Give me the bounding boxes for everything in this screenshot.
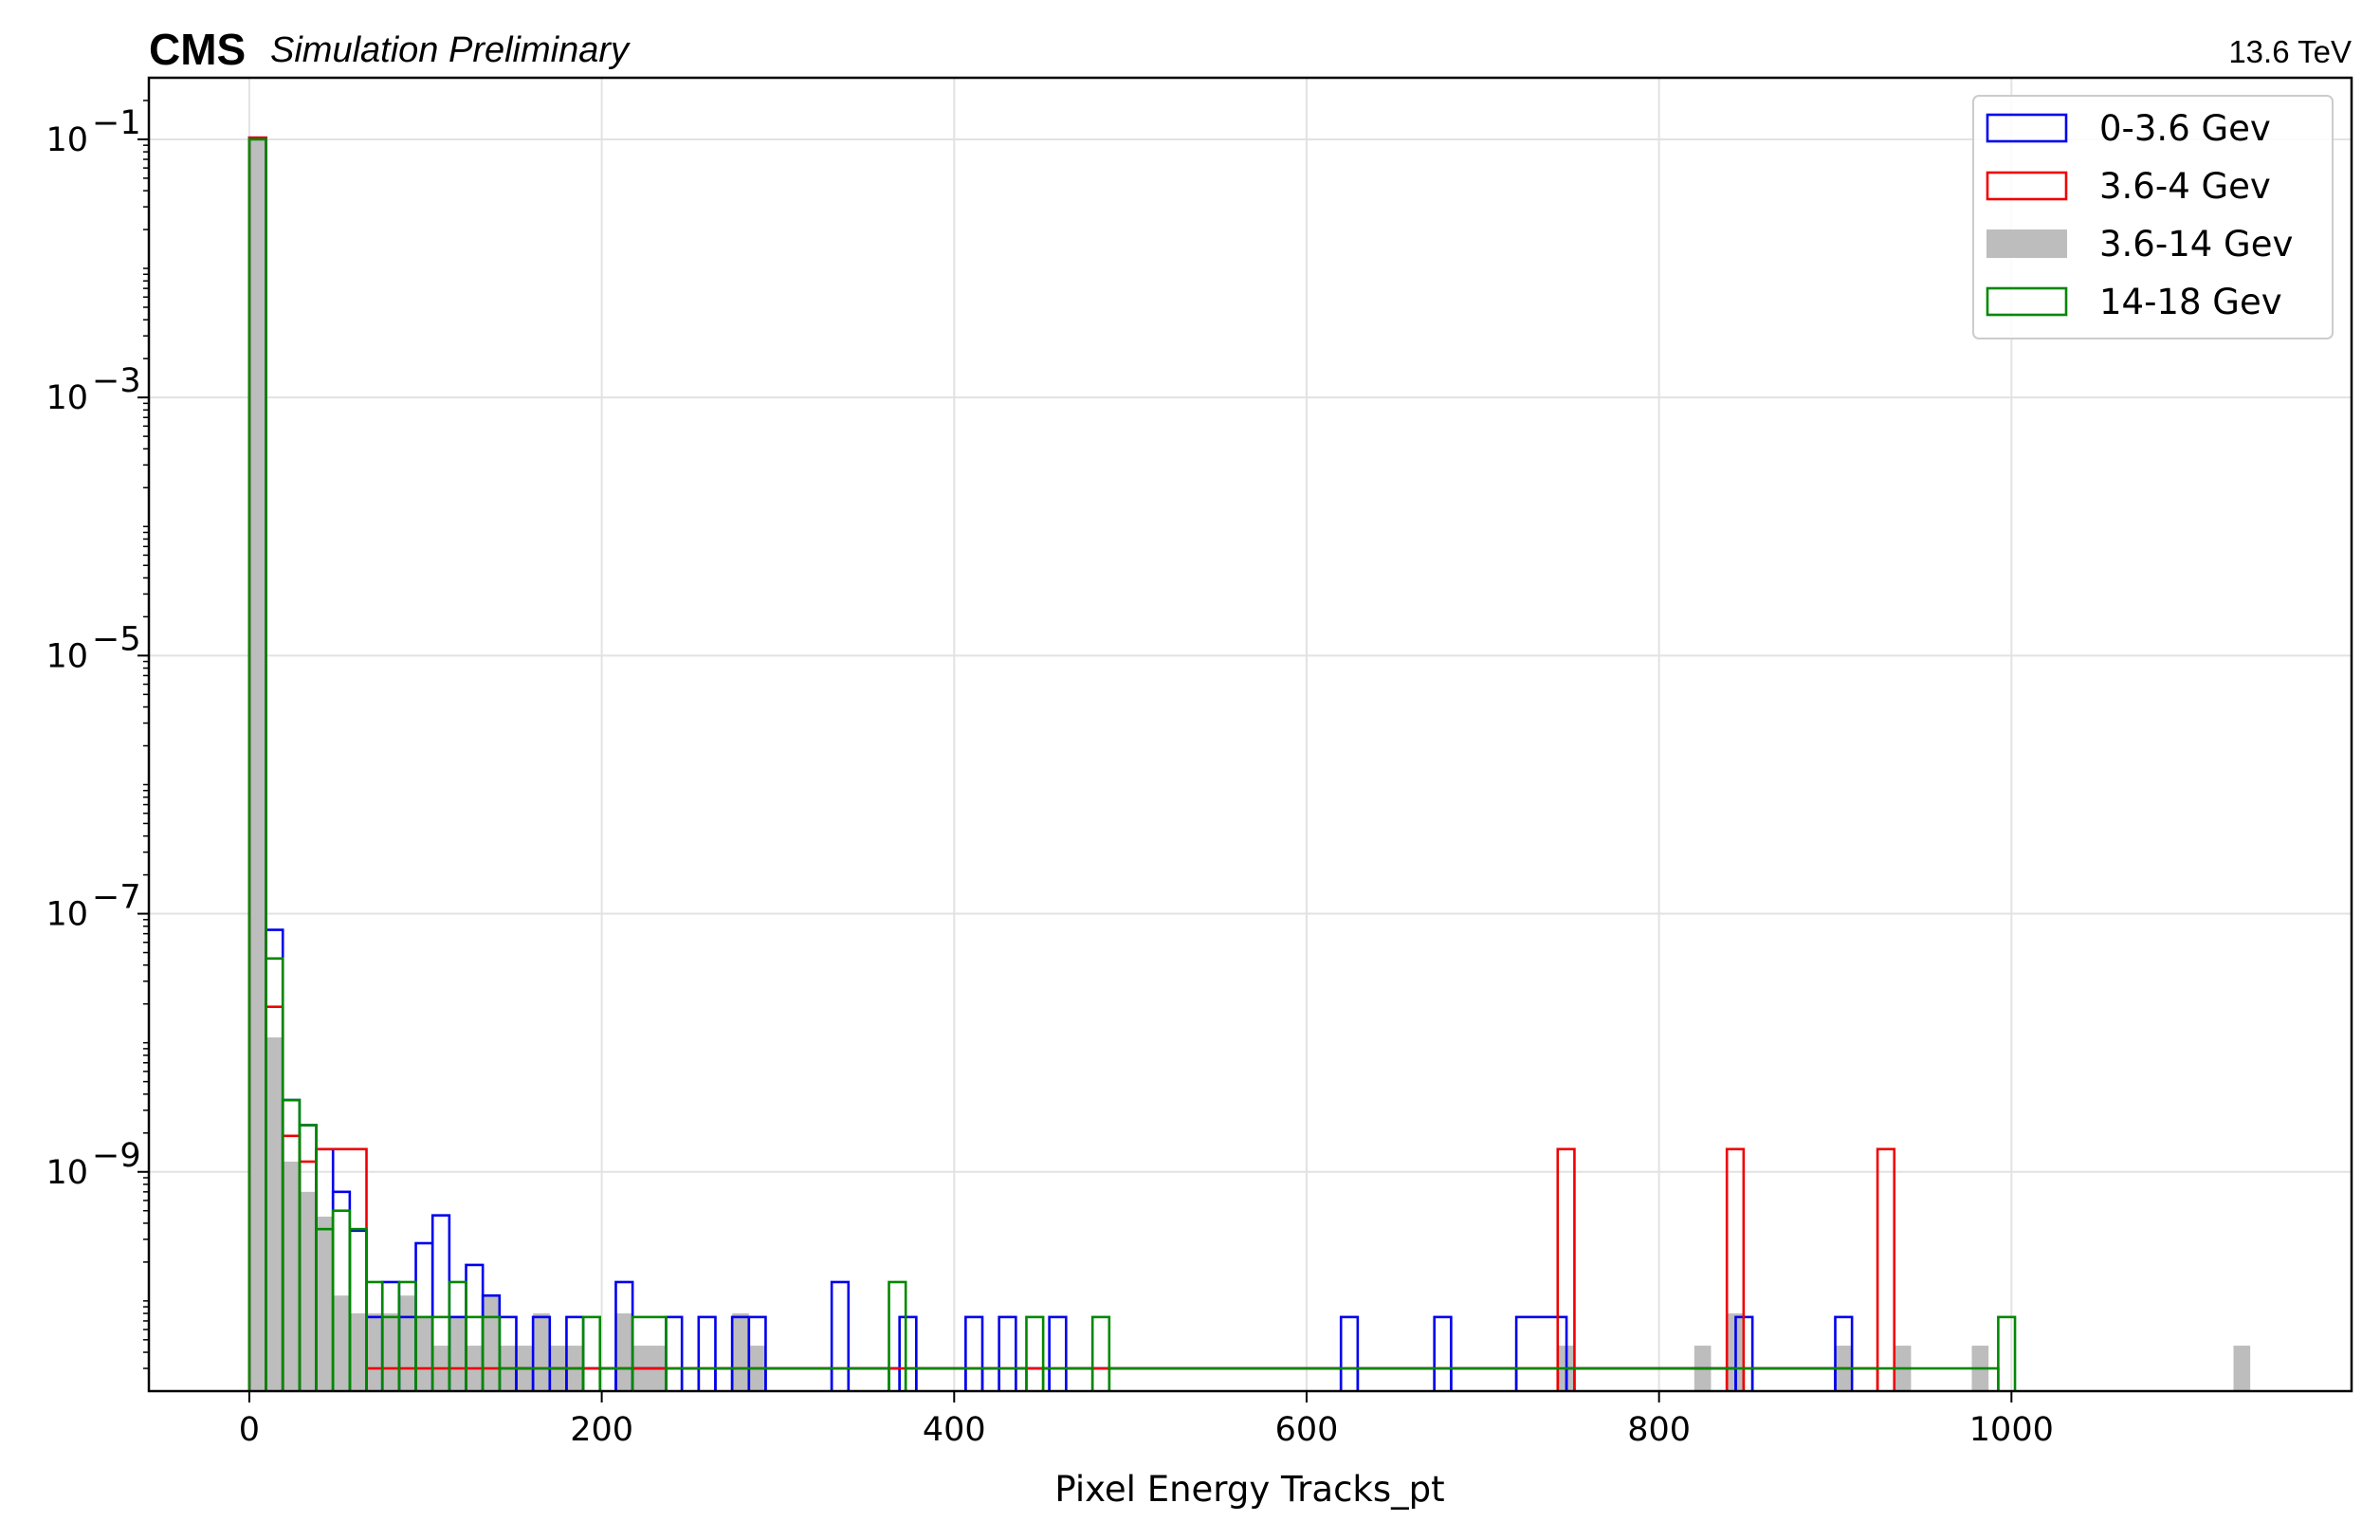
histogram-bar: [265, 1037, 284, 1391]
histogram-bar: [2233, 1346, 2251, 1391]
experiment-label: CMS: [149, 25, 246, 74]
legend-swatch: [1986, 171, 2068, 201]
histogram-bar: [248, 138, 266, 1391]
y-tick-label: 10: [46, 637, 88, 675]
histogram-bar: [1834, 1315, 1854, 1391]
histogram-bar: [598, 1366, 634, 1391]
histogram-bar: [247, 138, 267, 1391]
y-tick-label: 10: [46, 1154, 88, 1192]
legend: 0-3.6 Gev 3.6-4 Gev 3.6-14 Gev 14-18 Gev: [1972, 95, 2334, 339]
histogram-bar: [449, 1316, 467, 1391]
histogram-bar: [498, 1366, 585, 1391]
x-tick-label: 800: [1627, 1411, 1691, 1449]
histogram-bar: [1108, 1366, 2000, 1391]
histogram-series: [247, 136, 2251, 1391]
histogram-bar: [533, 1313, 550, 1391]
x-tick-label: 400: [923, 1411, 986, 1449]
energy-label: 13.6 TeV: [2228, 34, 2352, 69]
legend-swatch: [1986, 113, 2068, 143]
y-tick-exponent: −3: [92, 362, 141, 400]
y-tick-exponent: −7: [92, 879, 141, 917]
x-tick-label: 200: [570, 1411, 633, 1449]
legend-label: 14-18 Gev: [2099, 282, 2282, 322]
histogram-bar: [615, 1313, 633, 1391]
histogram-bar: [904, 1366, 1028, 1391]
histogram-bar: [349, 1313, 367, 1391]
y-tick-exponent: −5: [92, 620, 141, 658]
histogram-bar: [888, 1280, 907, 1391]
y-tick-label: 10: [46, 896, 88, 934]
plot-frame: [147, 76, 2353, 1393]
histogram-bar: [830, 1280, 851, 1391]
x-tick-label: 600: [1275, 1411, 1339, 1449]
histogram-bar: [1725, 1147, 1746, 1391]
histogram-bar: [415, 1316, 433, 1391]
y-tick-exponent: −9: [92, 1137, 141, 1175]
x-tick-label: 1000: [1969, 1411, 2054, 1449]
x-tick-label: 0: [239, 1411, 260, 1449]
legend-label: 3.6-4 Gev: [2099, 166, 2271, 207]
legend-label: 3.6-14 Gev: [2099, 224, 2293, 265]
histogram-bar: [1041, 1366, 1094, 1391]
histogram-bar: [1997, 1315, 2017, 1391]
histogram-bar: [732, 1313, 749, 1391]
histogram-bar: [1556, 1147, 1576, 1391]
histogram-bar: [333, 1295, 350, 1391]
series-14-18-gev: [247, 138, 2017, 1391]
y-tick-label: 10: [46, 121, 88, 159]
legend-frame: [1972, 95, 2334, 339]
x-axis-label: Pixel Energy Tracks_pt: [1054, 1469, 1444, 1510]
histogram-bar: [316, 1216, 334, 1391]
histogram-bar: [1876, 1147, 1896, 1391]
histogram-bar: [283, 1161, 300, 1391]
histogram-bar: [299, 1191, 317, 1391]
y-tick-exponent: −1: [92, 104, 141, 142]
status-label: Simulation Preliminary: [270, 30, 631, 70]
histogram-bar: [665, 1366, 890, 1391]
y-tick-label: 10: [46, 379, 88, 417]
legend-swatch: [1986, 229, 2067, 258]
legend-swatch: [1986, 286, 2068, 317]
legend-label: 0-3.6 Gev: [2099, 108, 2271, 149]
